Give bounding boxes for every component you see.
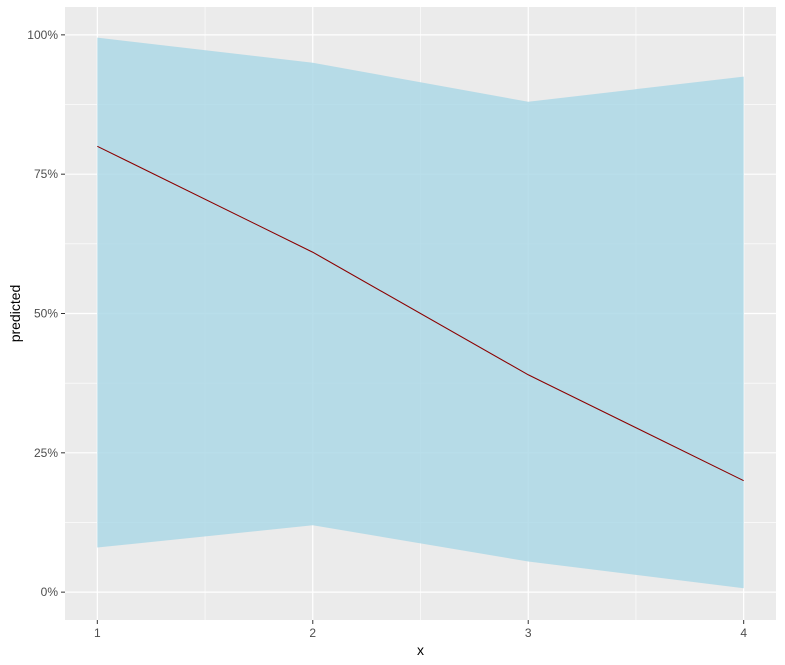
- y-axis-ticks: 0% 25% 50% 75% 100%: [27, 28, 65, 599]
- x-tick-label: 2: [309, 626, 316, 640]
- y-axis-title: predicted: [7, 285, 23, 343]
- y-tick-label: 75%: [34, 167, 58, 181]
- y-tick-label: 25%: [34, 446, 58, 460]
- x-axis-ticks: 1 2 3 4: [94, 620, 747, 640]
- x-tick-label: 4: [740, 626, 747, 640]
- x-tick-label: 3: [525, 626, 532, 640]
- x-tick-label: 1: [94, 626, 101, 640]
- y-tick-label: 50%: [34, 307, 58, 321]
- x-axis-title: x: [417, 642, 424, 658]
- predicted-line: [97, 145, 744, 482]
- y-tick-label: 100%: [27, 28, 58, 42]
- y-tick-label: 0%: [41, 585, 59, 599]
